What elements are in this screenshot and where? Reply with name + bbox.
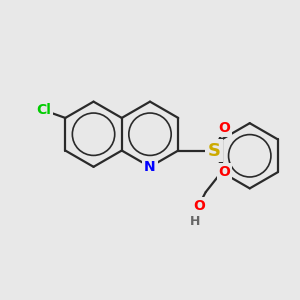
Text: S: S [208,142,220,160]
Text: O: O [219,122,230,135]
Text: O: O [219,165,230,178]
Text: O: O [194,199,206,213]
Text: N: N [144,160,156,174]
Text: Cl: Cl [36,103,51,117]
Text: H: H [190,215,200,228]
